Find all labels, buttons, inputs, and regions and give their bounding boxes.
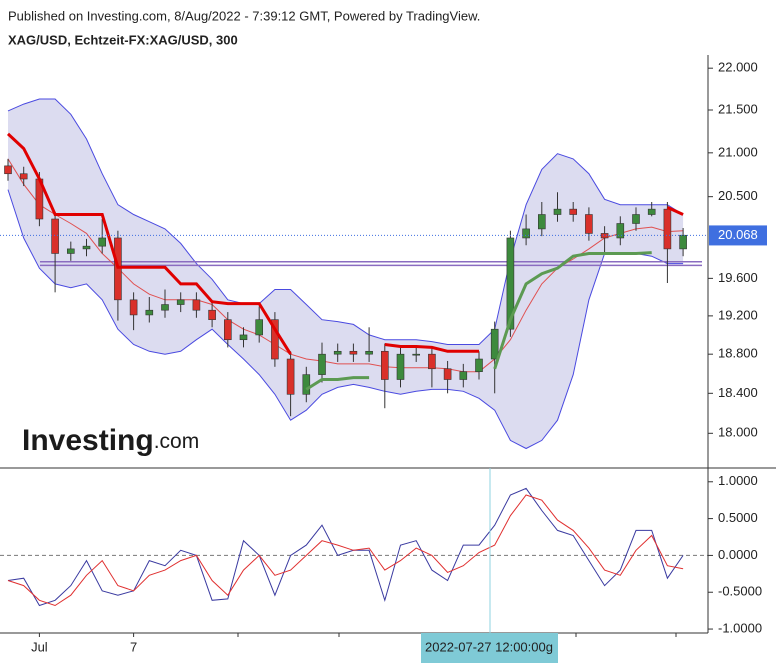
candle-body [616,223,625,239]
osc-tick-label: 0.5000 [718,510,758,525]
bollinger-lower [7,189,684,450]
y-tick-label: 18.400 [718,385,758,400]
candle-body [396,353,405,380]
candle-body [176,299,185,305]
candle-body [600,233,609,239]
y-tick-label: 21.000 [718,144,758,159]
candle-body [318,353,326,375]
time-axis-ticks [237,633,677,637]
x-tick-label: Jul [31,639,48,654]
published-note: Published on Investing.com, 8/Aug/2022 -… [8,8,480,23]
candle-body [19,173,28,180]
osc-tick-label: 1.0000 [718,473,758,488]
x-tick-label: 7 [130,639,137,654]
candle-body [255,319,263,336]
osc-tick-label: 0.0000 [718,547,758,562]
candle-body [522,228,530,239]
candle-body [51,218,59,254]
y-tick-label: 18.000 [718,425,758,440]
candle-body [569,208,578,215]
y-tick-label: 19.200 [718,307,758,322]
candle-body [349,350,358,355]
osc-line [7,487,684,607]
crosshair-label: 2022-07-27 12:00:00g [425,639,553,654]
candle-body [224,319,232,341]
watermark-main: Investing [22,424,154,457]
last-price-box [709,225,767,246]
supertrend-down [6,132,684,355]
candle-body [475,358,483,372]
candle-body [428,353,436,370]
candle-body [302,374,311,395]
candle-body [663,208,672,250]
candle-body [632,214,640,224]
bollinger-upper [7,98,684,345]
candle-body [490,328,499,360]
candle-body [98,237,106,247]
watermark: Investing.com [22,424,199,457]
candle-body [192,299,201,311]
y-tick-label: 22.000 [718,60,758,75]
candle-body [129,299,138,316]
candle-body [365,350,373,355]
osc-tick-label: -1.0000 [718,620,762,635]
y-tick-label: 20.500 [718,188,758,203]
candle-body [82,245,91,250]
supertrend-up [305,251,652,391]
candle-body [271,319,279,360]
candle-body [333,350,342,355]
candle-body [239,334,248,341]
y-tick-label: 19.600 [718,270,758,285]
candle-body [114,237,122,301]
candle-body [161,304,169,311]
candle-body [553,208,562,215]
candle-body [537,214,546,230]
candle-body [443,368,452,380]
osc-line [7,494,684,607]
candle-body [380,350,389,380]
y-tick-label: 18.800 [718,346,758,361]
candle-body [67,248,75,254]
chart-title: XAG/USD, Echtzeit-FX:XAG/USD, 300 [8,32,238,47]
last-price-label: 20.068 [718,227,758,242]
candle-body [4,165,12,175]
osc-tick-label: -0.5000 [718,584,762,599]
candle-body [459,371,468,380]
candle-body [286,358,295,395]
crosshair-label-box [421,633,558,663]
plot [0,98,708,607]
candle-body [679,234,687,250]
candle-body [506,237,515,330]
candle-body [412,353,421,356]
candle-body [145,309,154,316]
watermark-suffix: .com [154,430,200,453]
candle-body [647,208,656,215]
y-tick-label: 21.500 [718,101,758,116]
candle-body [208,309,216,320]
candle-body [585,214,593,234]
bollinger-fill [8,99,684,449]
